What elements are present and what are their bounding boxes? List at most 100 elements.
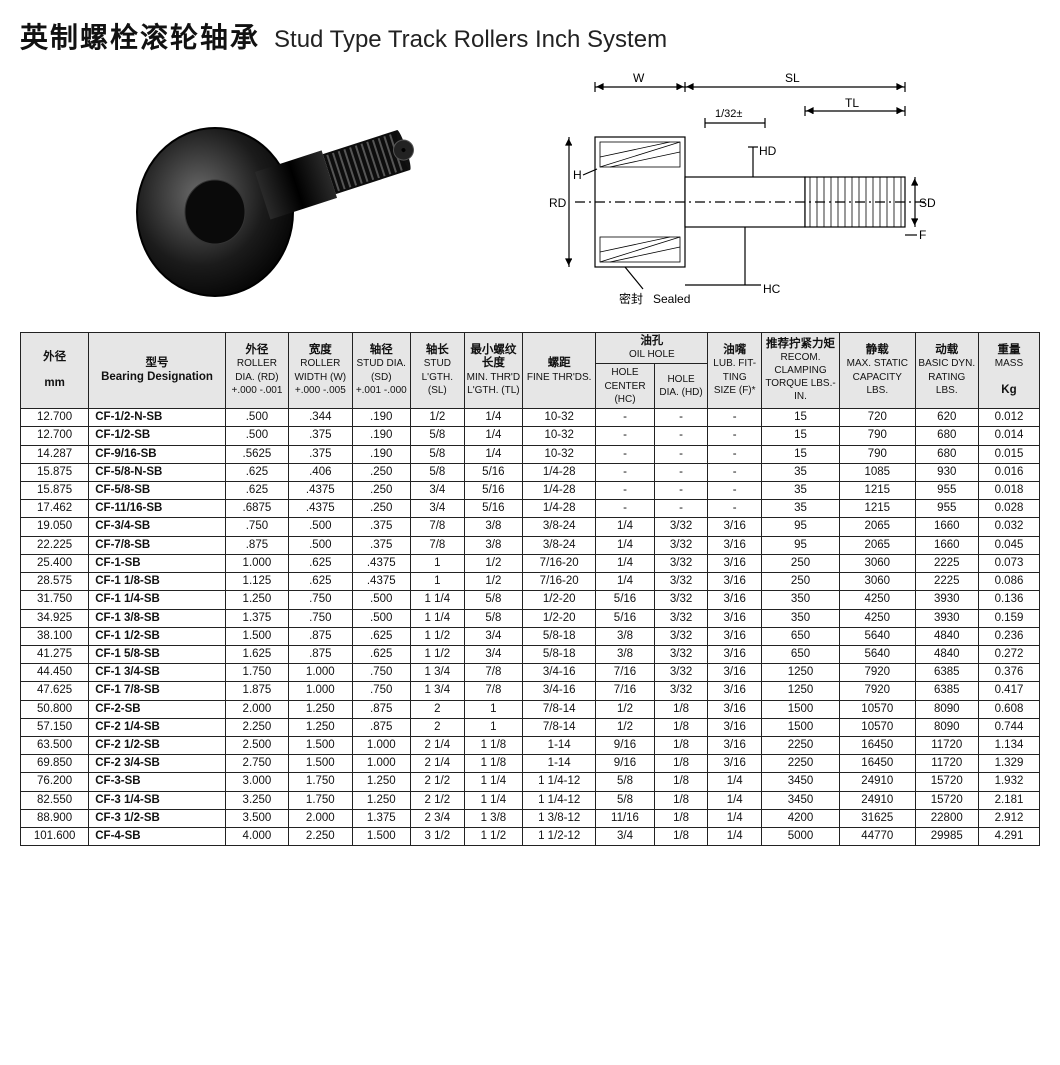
cell-ft: 1/2-20 [523, 609, 596, 627]
cell-sl: 3/4 [411, 481, 465, 499]
cell-ft: 5/8-18 [523, 627, 596, 645]
cell-mass: 2.912 [978, 809, 1039, 827]
cell-mass: 0.018 [978, 481, 1039, 499]
th-designation: 型号 Bearing Designation [89, 333, 226, 409]
cell-ft: 1/2-20 [523, 591, 596, 609]
cell-mass: 0.045 [978, 536, 1039, 554]
cell-mass: 1.932 [978, 773, 1039, 791]
cell-stat: 720 [840, 409, 916, 427]
cell-stat: 24910 [840, 773, 916, 791]
cell-stat: 1215 [840, 500, 916, 518]
cell-mm: 19.050 [21, 518, 89, 536]
cell-ft: 1/4-28 [523, 481, 596, 499]
table-row: 101.600CF-4-SB4.0002.2501.5003 1/21 1/21… [21, 828, 1040, 846]
cell-sl: 1 3/4 [411, 664, 465, 682]
cell-tl: 1 3/8 [464, 809, 523, 827]
cell-mm: 25.400 [21, 554, 89, 572]
cell-ft: 1 3/8-12 [523, 809, 596, 827]
cell-des: CF-3 1/4-SB [89, 791, 226, 809]
cell-sl: 5/8 [411, 445, 465, 463]
cell-hc: 11/16 [596, 809, 655, 827]
cell-tl: 1 1/4 [464, 791, 523, 809]
cell-tq: 1250 [762, 682, 840, 700]
cell-w: .500 [289, 518, 352, 536]
cell-mass: 0.136 [978, 591, 1039, 609]
cell-des: CF-3-SB [89, 773, 226, 791]
cell-sl: 1 [411, 573, 465, 591]
cell-w: 1.250 [289, 700, 352, 718]
th-mm: 外径 mm [21, 333, 89, 409]
th-static: 静载 MAX. STATIC CAPACITY LBS. [840, 333, 916, 409]
title-row: 英制螺栓滚轮轴承 Stud Type Track Rollers Inch Sy… [20, 16, 1040, 56]
cell-dyn: 680 [915, 427, 978, 445]
cell-dyn: 680 [915, 445, 978, 463]
cell-sd: .375 [352, 536, 411, 554]
cell-sl: 2 [411, 718, 465, 736]
cell-tq: 5000 [762, 828, 840, 846]
cell-tl: 3/4 [464, 645, 523, 663]
page: 英制螺栓滚轮轴承 Stud Type Track Rollers Inch Sy… [0, 0, 1060, 856]
cell-hc: - [596, 500, 655, 518]
cell-stat: 790 [840, 445, 916, 463]
label-sealed-en: Sealed [653, 292, 690, 306]
cell-sl: 1/2 [411, 409, 465, 427]
th-sl: 轴长 STUD L'GTH. (SL) [411, 333, 465, 409]
cell-f: 3/16 [708, 682, 762, 700]
cell-hd: 3/32 [654, 554, 708, 572]
cell-sd: .500 [352, 591, 411, 609]
cell-f: 3/16 [708, 536, 762, 554]
table-row: 50.800CF-2-SB2.0001.250.875217/8-141/21/… [21, 700, 1040, 718]
cell-rd: 3.500 [225, 809, 288, 827]
table-row: 17.462CF-11/16-SB.6875.4375.2503/45/161/… [21, 500, 1040, 518]
cell-sl: 1 3/4 [411, 682, 465, 700]
cell-sd: .250 [352, 463, 411, 481]
table-row: 82.550CF-3 1/4-SB3.2501.7501.2502 1/21 1… [21, 791, 1040, 809]
label-1-32: 1/32± [715, 108, 742, 120]
cell-tq: 35 [762, 500, 840, 518]
cell-rd: .500 [225, 409, 288, 427]
cell-stat: 7920 [840, 682, 916, 700]
cell-mm: 17.462 [21, 500, 89, 518]
table-row: 12.700CF-1/2-SB.500.375.1905/81/410-32--… [21, 427, 1040, 445]
cell-sl: 2 1/2 [411, 773, 465, 791]
cell-rd: .500 [225, 427, 288, 445]
label-hc: HC [763, 282, 781, 296]
cell-tl: 3/8 [464, 518, 523, 536]
cell-mass: 1.134 [978, 737, 1039, 755]
cell-f: 1/4 [708, 773, 762, 791]
cell-hd: 3/32 [654, 664, 708, 682]
cell-w: .375 [289, 445, 352, 463]
cell-mass: 4.291 [978, 828, 1039, 846]
cell-sl: 7/8 [411, 518, 465, 536]
cell-stat: 4250 [840, 591, 916, 609]
cell-sd: .875 [352, 718, 411, 736]
cell-des: CF-11/16-SB [89, 500, 226, 518]
cell-rd: 3.250 [225, 791, 288, 809]
cell-hd: 1/8 [654, 773, 708, 791]
cell-f: 3/16 [708, 718, 762, 736]
cell-tq: 1500 [762, 700, 840, 718]
cell-rd: 2.250 [225, 718, 288, 736]
cell-sd: 1.375 [352, 809, 411, 827]
cell-tl: 7/8 [464, 682, 523, 700]
table-row: 25.400CF-1-SB1.000.625.437511/27/16-201/… [21, 554, 1040, 572]
cell-ft: 1-14 [523, 737, 596, 755]
cell-sl: 2 1/2 [411, 791, 465, 809]
cell-hc: 7/16 [596, 682, 655, 700]
table-row: 15.875CF-5/8-SB.625.4375.2503/45/161/4-2… [21, 481, 1040, 499]
cell-rd: 1.375 [225, 609, 288, 627]
cell-stat: 2065 [840, 518, 916, 536]
cell-hd: - [654, 409, 708, 427]
cell-stat: 1085 [840, 463, 916, 481]
label-sl: SL [785, 71, 800, 85]
cell-mm: 38.100 [21, 627, 89, 645]
cell-des: CF-2-SB [89, 700, 226, 718]
cell-sd: 1.250 [352, 791, 411, 809]
cell-sl: 5/8 [411, 427, 465, 445]
cell-des: CF-3 1/2-SB [89, 809, 226, 827]
cell-tq: 15 [762, 427, 840, 445]
table-row: 47.625CF-1 7/8-SB1.8751.000.7501 3/47/83… [21, 682, 1040, 700]
cell-tl: 5/16 [464, 481, 523, 499]
cell-sd: .375 [352, 518, 411, 536]
cell-stat: 24910 [840, 791, 916, 809]
